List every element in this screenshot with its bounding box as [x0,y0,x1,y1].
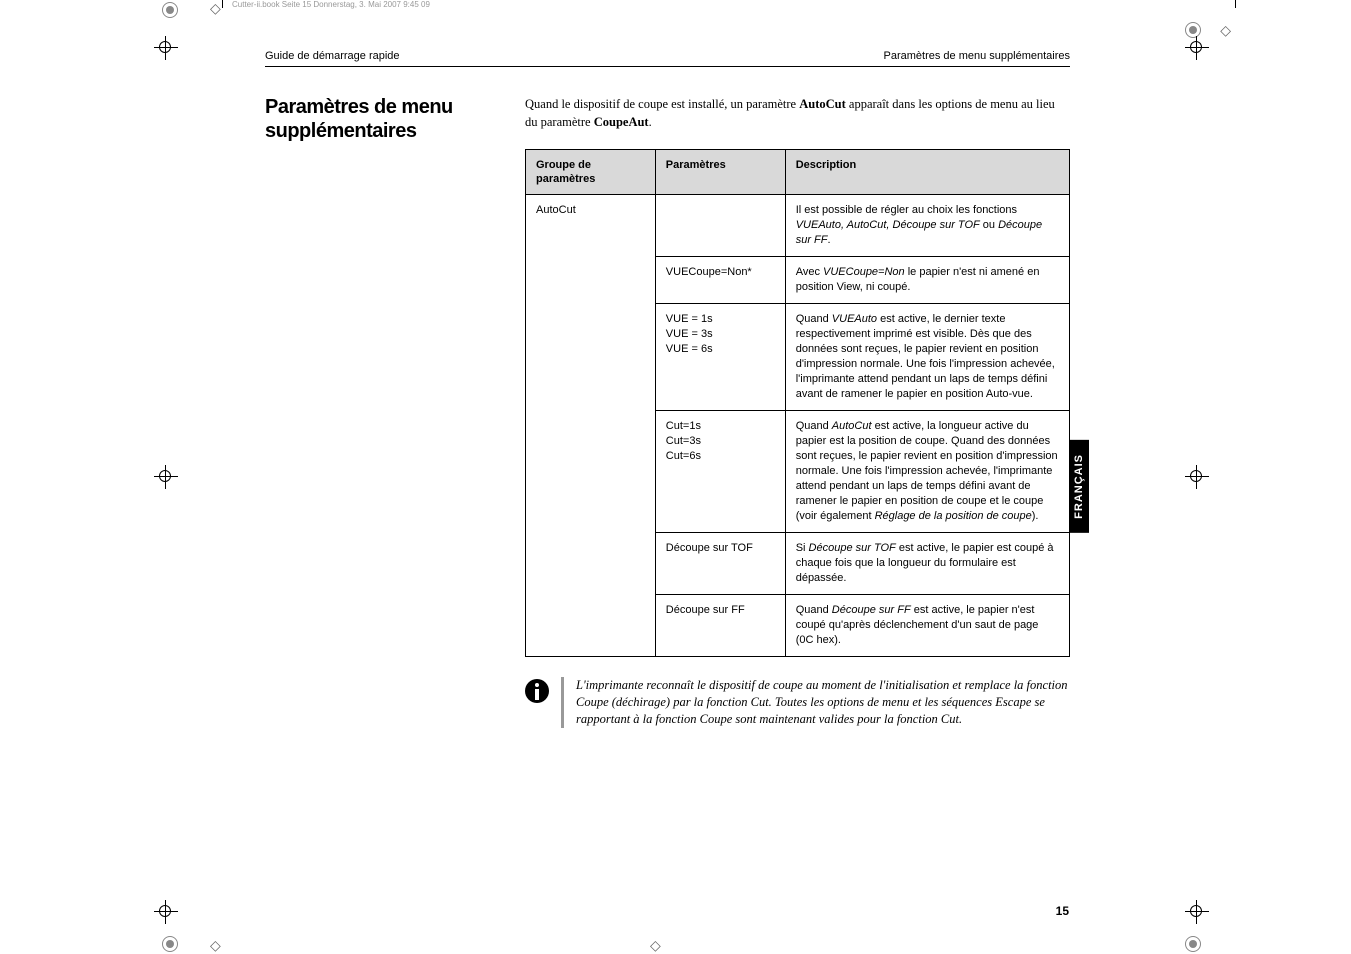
table-cell-desc: Il est possible de régler au choix les f… [785,195,1069,257]
header-left: Guide de démarrage rapide [265,50,400,62]
table-header-group: Groupe de paramètres [526,150,656,195]
intro-bold: AutoCut [799,97,846,111]
chevron-mark: ◇ [210,937,221,954]
table-cell-desc: Si Découpe sur TOF est active, le papier… [785,533,1069,595]
chevron-mark: ◇ [1220,22,1231,39]
table-cell-params: Découpe sur TOF [655,533,785,595]
crop-mark [1185,465,1209,489]
language-tab: FRANÇAIS [1069,440,1089,533]
intro-part: Quand le dispositif de coupe est install… [525,97,799,111]
chevron-mark: ◇ [210,0,221,17]
table-cell-desc: Quand Découpe sur FF est active, le papi… [785,595,1069,657]
header-right: Paramètres de menu supplémentaires [884,50,1070,62]
table-cell-group: AutoCut [526,195,656,657]
table-cell-params: VUE = 1s VUE = 3s VUE = 6s [655,304,785,411]
page-content: Guide de démarrage rapide Paramètres de … [265,50,1070,728]
crop-line [1235,0,1236,8]
chevron-mark: ◇ [650,937,661,954]
table-header-desc: Description [785,150,1069,195]
info-icon [525,679,549,703]
intro-part: . [649,115,652,129]
section-title: Paramètres de menu supplémentaires [265,95,505,143]
table-cell-params: Cut=1s Cut=3s Cut=6s [655,411,785,533]
intro-bold: CoupeAut [594,115,649,129]
running-header: Guide de démarrage rapide Paramètres de … [265,50,1070,67]
parameter-table: Groupe de paramètres Paramètres Descript… [525,149,1070,657]
page-number: 15 [1056,904,1069,918]
table-cell-params: VUECoupe=Non* [655,257,785,304]
file-header: Cutter-ii.book Seite 15 Donnerstag, 3. M… [232,0,430,9]
crop-line [222,0,223,8]
info-bar [561,677,564,728]
crop-mark [1185,900,1209,924]
intro-text: Quand le dispositif de coupe est install… [525,95,1070,131]
info-text: L'imprimante reconnaît le dispositif de … [576,677,1070,728]
table-header-params: Paramètres [655,150,785,195]
crop-mark [1185,36,1209,60]
table-cell-params: Découpe sur FF [655,595,785,657]
registration-target [160,934,180,954]
crop-mark [154,465,178,489]
table-cell-desc: Quand VUEAuto est active, le dernier tex… [785,304,1069,411]
table-row: AutoCut Il est possible de régler au cho… [526,195,1070,257]
table-cell-desc: Quand AutoCut est active, la longueur ac… [785,411,1069,533]
info-note: L'imprimante reconnaît le dispositif de … [525,677,1070,728]
registration-target [160,0,180,20]
crop-mark [154,36,178,60]
registration-target [1183,934,1203,954]
table-cell-params [655,195,785,257]
table-cell-desc: Avec VUECoupe=Non le papier n'est ni ame… [785,257,1069,304]
crop-mark [154,900,178,924]
